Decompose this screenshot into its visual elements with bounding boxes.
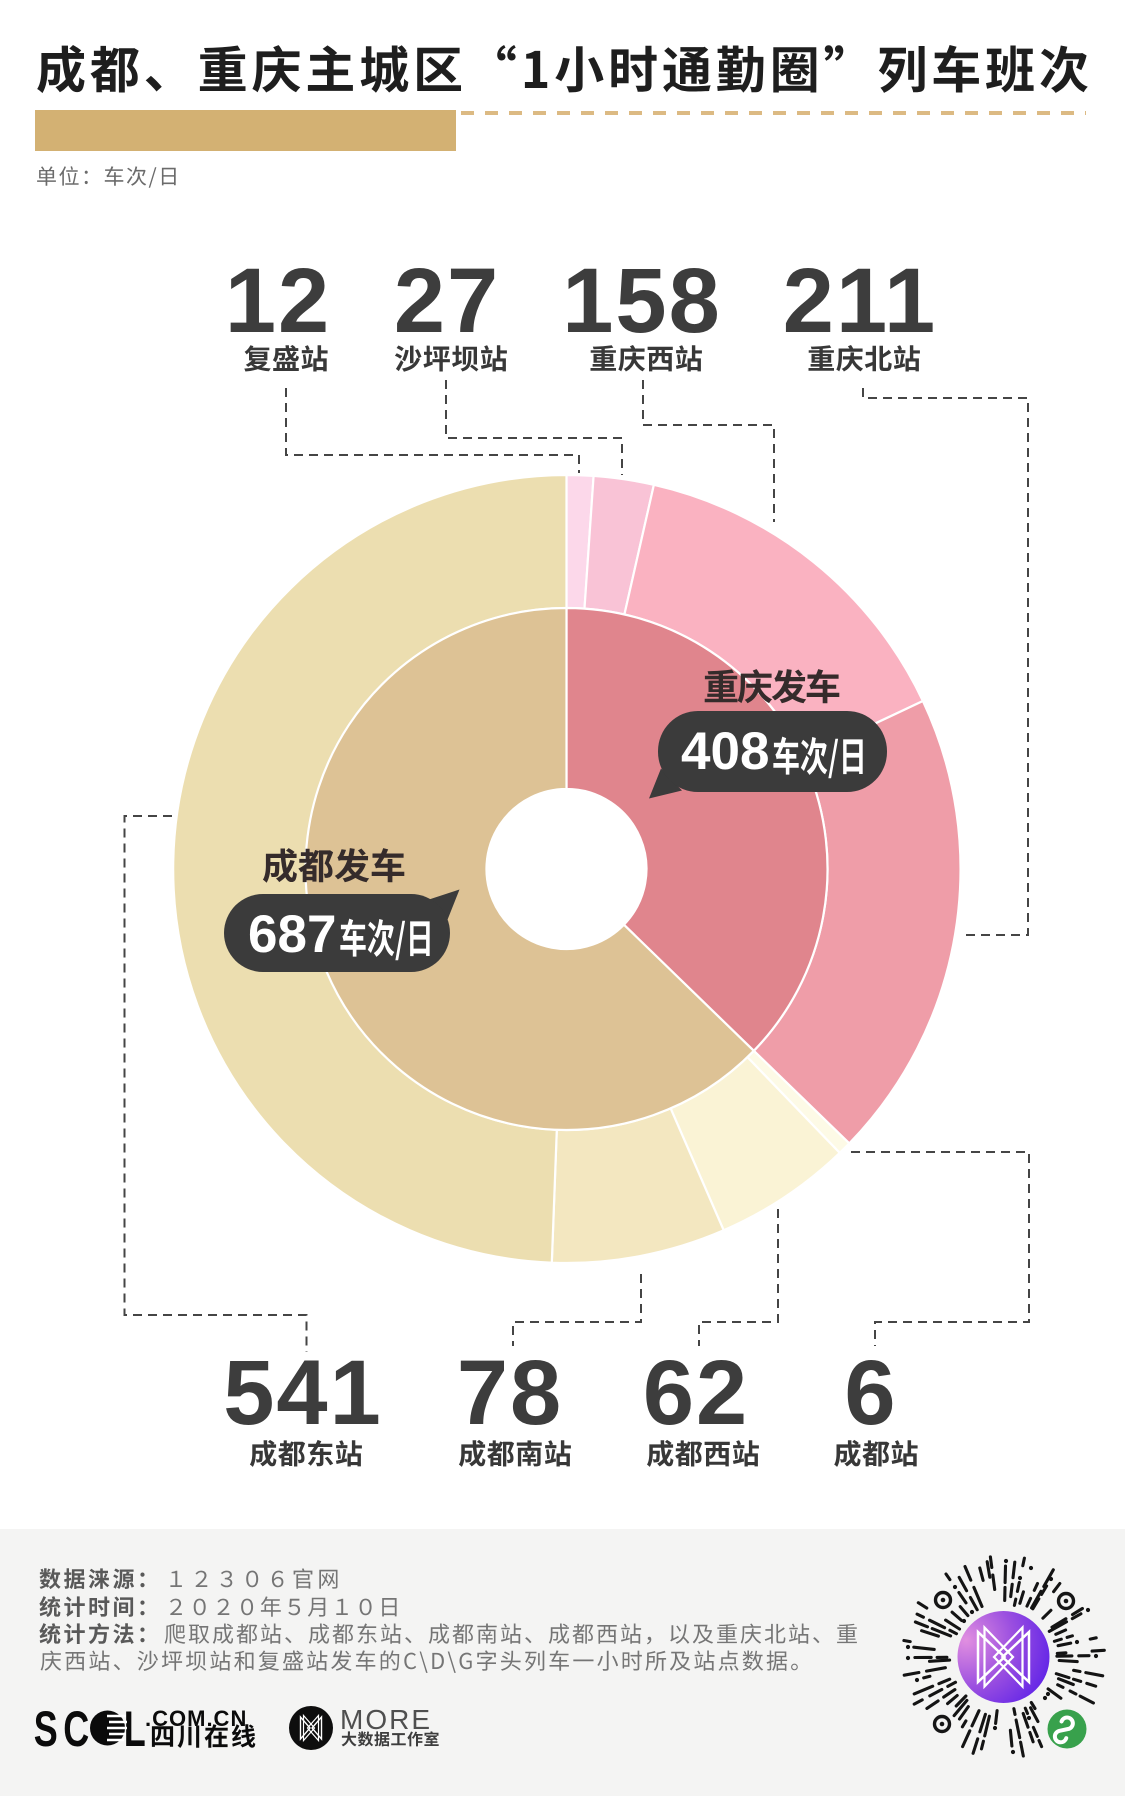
- svg-text:.COM.CN: .COM.CN: [145, 1706, 247, 1731]
- svg-text:S: S: [34, 1702, 58, 1754]
- svg-text:C: C: [63, 1702, 89, 1754]
- svg-text:L: L: [124, 1702, 146, 1754]
